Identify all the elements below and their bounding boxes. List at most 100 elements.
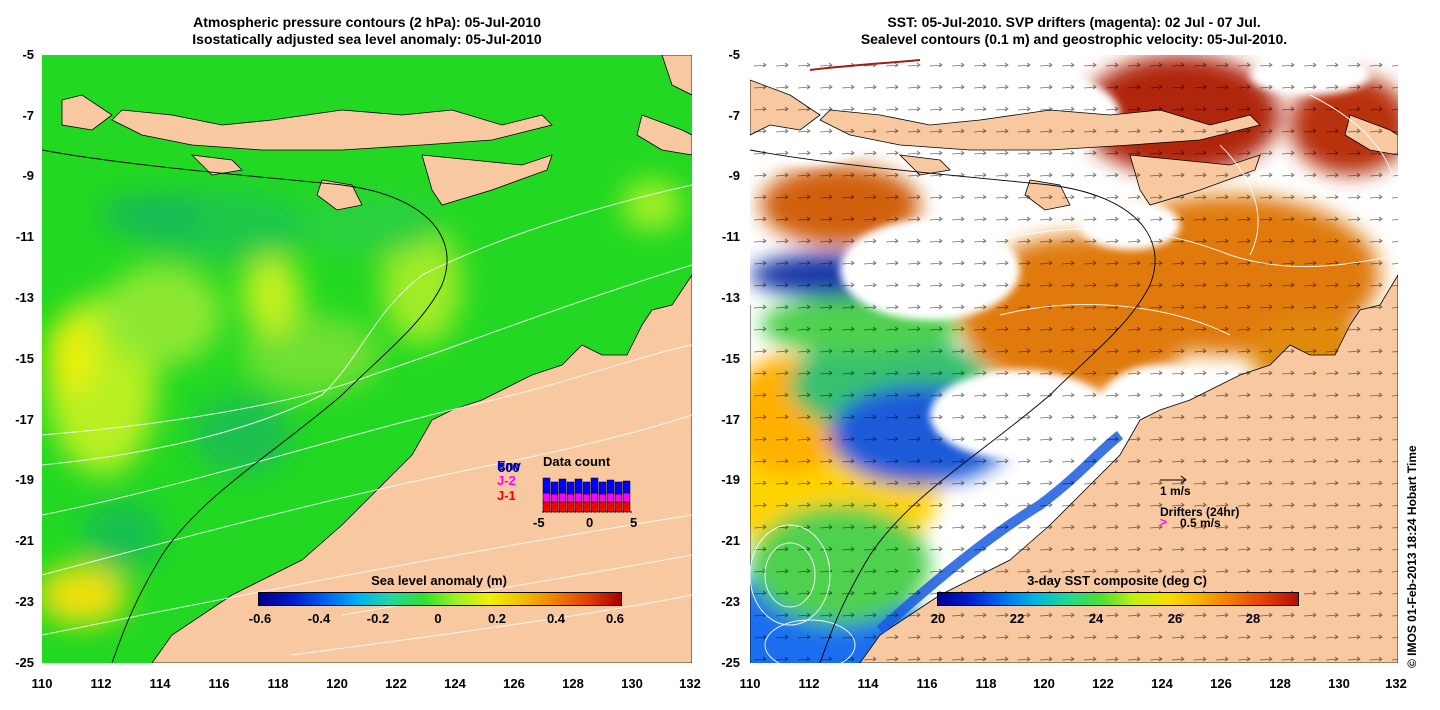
right-y-tick: -15	[721, 351, 740, 366]
data-count-bar	[598, 493, 607, 503]
sla-colorbar-label: 0.2	[487, 611, 507, 626]
right-x-tick: 130	[1328, 676, 1350, 691]
sla-colorbar-label: -0.4	[307, 611, 331, 626]
right-y-tick: -21	[721, 533, 740, 548]
data-count-bar	[558, 501, 567, 513]
sealevel-contours	[750, 94, 1398, 663]
sla-colorbar-label: 0	[434, 611, 442, 626]
left-title-line1: Atmospheric pressure contours (2 hPa): 0…	[193, 14, 541, 30]
data-count-bar	[574, 501, 583, 513]
data-count-bar	[598, 501, 607, 513]
sla-colorbar-label: 0.4	[546, 611, 566, 626]
right-x-tick: 122	[1092, 676, 1114, 691]
right-x-tick: 132	[1385, 676, 1407, 691]
right-x-tick: 118	[975, 676, 997, 691]
data-count-bar	[598, 481, 607, 495]
data-count-bar	[582, 501, 591, 513]
left-x-tick: 122	[385, 676, 407, 691]
left-x-tick: 124	[444, 676, 466, 691]
right-y-tick: -17	[721, 412, 740, 427]
right-x-tick: 124	[1151, 676, 1173, 691]
sst-bathymetry-contour	[750, 149, 1156, 663]
data-count-max-label: 500	[498, 460, 520, 475]
data-count-bar	[550, 501, 559, 513]
right-x-tick: 112	[798, 676, 820, 691]
data-count-bar	[606, 501, 615, 513]
left-y-tick: -17	[15, 412, 34, 427]
left-x-tick: 118	[267, 676, 289, 691]
data-count-x-label: -5	[533, 515, 545, 530]
right-y-tick: -19	[721, 472, 740, 487]
sst-colorbar-title: 3-day SST composite (deg C)	[1027, 573, 1207, 588]
data-count-bar	[574, 492, 583, 503]
data-count-title: Data count	[543, 454, 611, 469]
left-y-tick: -9	[22, 168, 34, 183]
geostrophic-velocity-arrows	[750, 55, 1398, 663]
right-title-line2: Sealevel contours (0.1 m) and geostrophi…	[860, 31, 1288, 47]
data-count-bar	[582, 481, 591, 495]
left-x-tick: 132	[679, 676, 701, 691]
sla-colorbar-label: 0.6	[605, 611, 625, 626]
left-y-tick: -5	[22, 47, 34, 62]
right-y-tick: -5	[728, 47, 740, 62]
sst-colorbar-label: 20	[930, 611, 946, 626]
right-y-tick: -7	[728, 108, 740, 123]
data-count-bar	[550, 481, 559, 495]
data-count-x-label: 5	[630, 515, 638, 530]
data-count-j1-label: J-1	[497, 488, 516, 503]
data-count-bar	[614, 481, 623, 495]
left-x-tick: 110	[31, 676, 53, 691]
velocity-legend-label: 1 m/s	[1160, 484, 1191, 498]
sst-colorbar-label: 28	[1245, 611, 1261, 626]
data-count-bar	[582, 493, 591, 503]
right-x-tick: 126	[1210, 676, 1232, 691]
left-x-tick: 114	[149, 676, 171, 691]
pressure-contours	[42, 184, 692, 656]
data-count-bar	[606, 492, 615, 503]
left-x-tick: 128	[562, 676, 584, 691]
sst-colorbar-label: 22	[1009, 611, 1025, 626]
data-count-env-label: Env	[497, 458, 521, 473]
sst-colorbar-label: 24	[1088, 611, 1104, 626]
left-y-tick: -11	[15, 229, 34, 244]
data-count-bar	[542, 477, 551, 494]
sla-colorbar-label: -0.2	[366, 611, 390, 626]
left-y-tick: -23	[15, 594, 34, 609]
land-masses	[61, 55, 692, 663]
right-x-tick: 110	[739, 676, 761, 691]
velocity-arrow-icon	[1160, 475, 1187, 484]
left-y-tick: -7	[22, 108, 34, 123]
right-x-tick: 120	[1033, 676, 1055, 691]
data-count-bar	[566, 493, 575, 503]
imos-credit: © IMOS 01-Feb-2013 18:24 Hobart Time	[1405, 445, 1419, 668]
left-y-tick: -15	[15, 351, 34, 366]
left-y-tick: -19	[15, 472, 34, 487]
data-count-bar	[614, 493, 623, 503]
right-x-tick: 128	[1269, 676, 1291, 691]
sla-colorbar-label: -0.6	[248, 611, 272, 626]
data-count-bar	[542, 492, 551, 503]
sla-colorbar	[258, 592, 622, 606]
sst-colorbar-label: 26	[1167, 611, 1183, 626]
right-y-tick: -13	[721, 290, 740, 305]
data-count-bar	[566, 501, 575, 513]
data-count-bar	[558, 478, 567, 494]
data-count-bar	[566, 481, 575, 495]
data-count-bar	[590, 477, 599, 494]
data-count-bar	[622, 501, 631, 513]
data-count-bar	[550, 493, 559, 503]
left-title-line2: Isostatically adjusted sea level anomaly…	[192, 31, 542, 47]
left-y-tick: -25	[15, 655, 34, 670]
data-count-j2-label: J-2	[497, 473, 516, 488]
data-count-bar	[542, 501, 551, 513]
data-count-bar	[622, 492, 631, 503]
drifters-speed-label: 0.5 m/s	[1180, 516, 1221, 530]
drifters-legend-label: Drifters (24hr)	[1160, 505, 1240, 519]
left-x-tick: 120	[326, 676, 348, 691]
data-count-bar	[606, 479, 615, 494]
data-count-bar	[574, 478, 583, 494]
right-x-tick: 114	[857, 676, 879, 691]
left-y-tick: -13	[15, 290, 34, 305]
right-title-line1: SST: 05-Jul-2010. SVP drifters (magenta)…	[887, 14, 1261, 30]
data-count-bar	[590, 492, 599, 503]
